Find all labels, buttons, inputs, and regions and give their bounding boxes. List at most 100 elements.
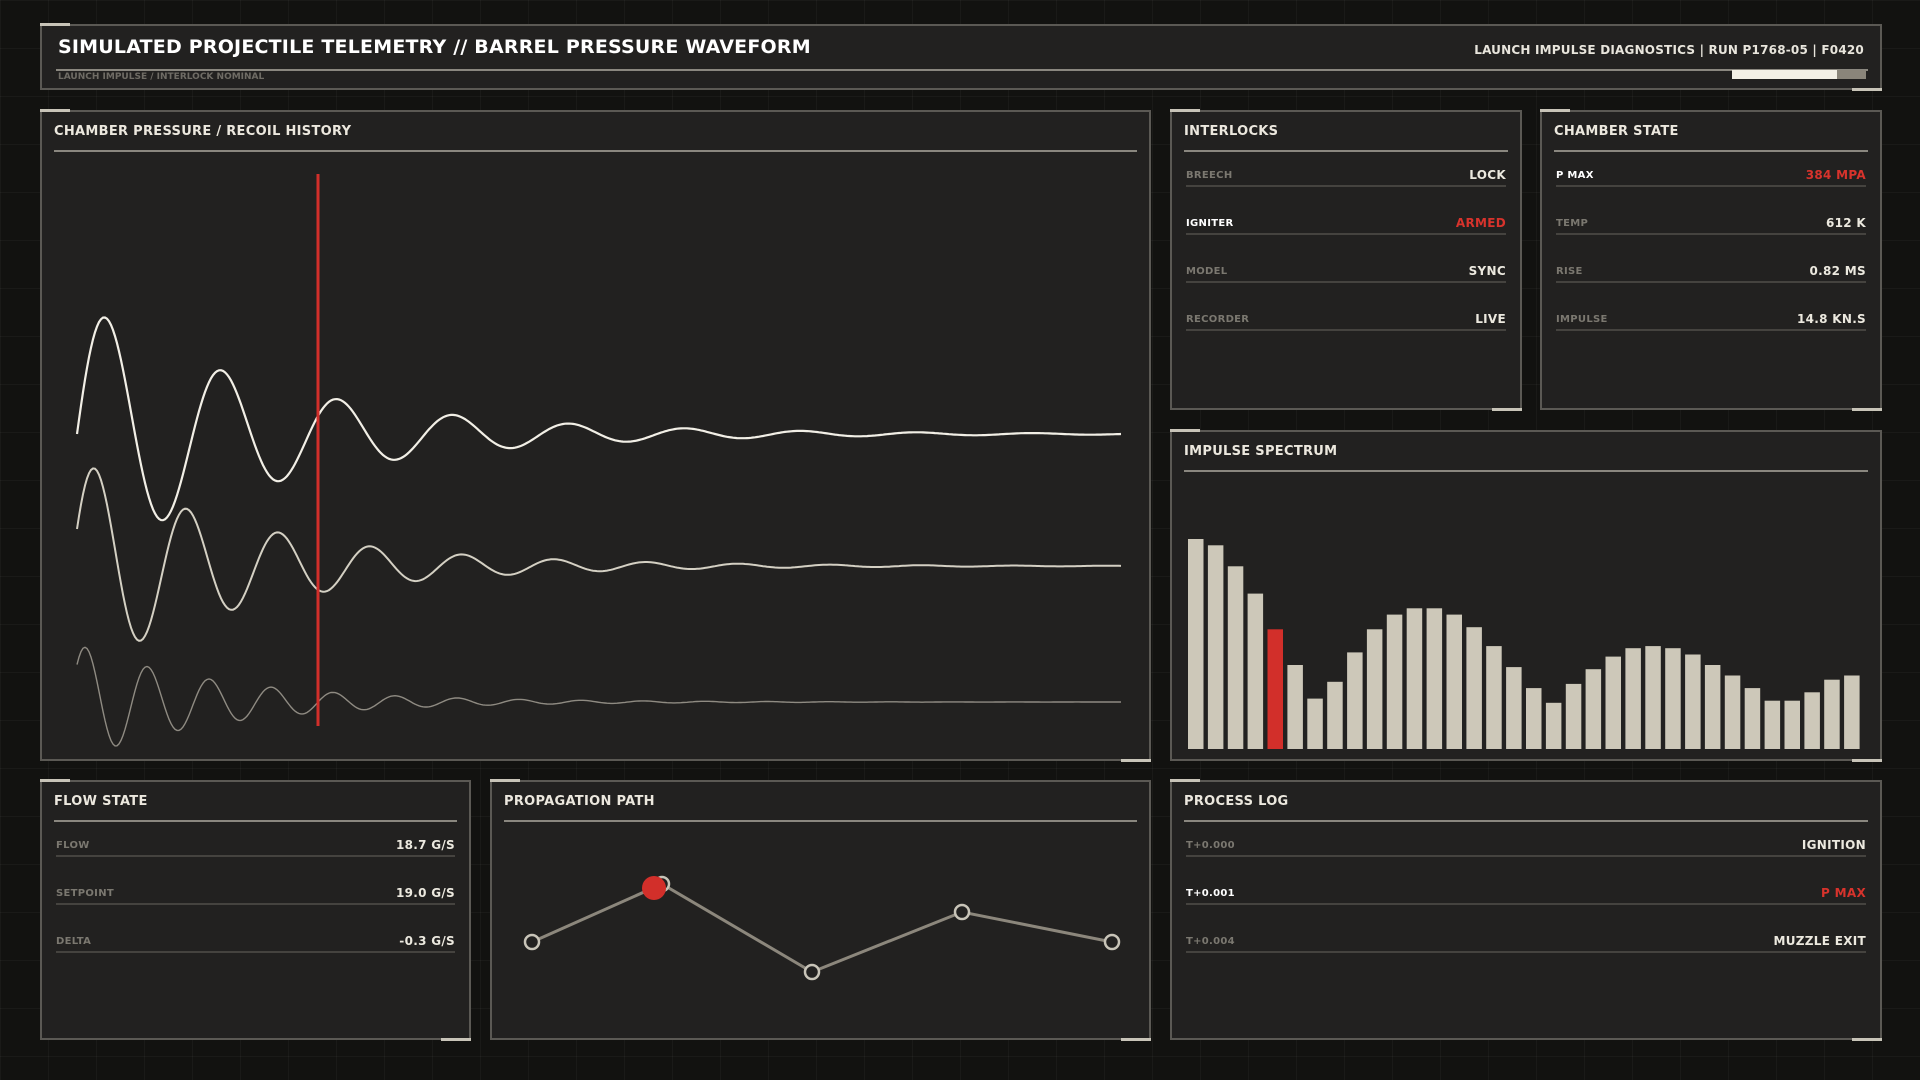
spectrum-bar bbox=[1665, 648, 1681, 749]
propagation-node-5[interactable] bbox=[1103, 933, 1121, 951]
impulse-spectrum-chart bbox=[1188, 539, 1860, 749]
interlock-row-model: MODEL SYNC bbox=[1186, 261, 1506, 283]
flow-label: FLOW bbox=[56, 839, 90, 851]
header-divider bbox=[56, 69, 1868, 71]
spectrum-bar bbox=[1227, 566, 1244, 749]
spectrum-bar bbox=[1724, 675, 1741, 749]
spectrum-bar bbox=[1486, 646, 1502, 749]
interlocks-panel: INTERLOCKS BREECH LOCK IGNITER ARMED MOD… bbox=[1170, 109, 1522, 411]
chamber-label: P MAX bbox=[1556, 169, 1594, 181]
header-progress-bar bbox=[1732, 70, 1866, 79]
propagation-path-title: PROPAGATION PATH bbox=[504, 794, 1137, 822]
header-frame-id: F0420 bbox=[1821, 43, 1864, 57]
chamber-row-rise: RISE 0.82 MS bbox=[1556, 261, 1866, 283]
process-log-panel: PROCESS LOG T+0.000 IGNITION T+0.001 P M… bbox=[1170, 779, 1882, 1041]
interlock-row-breech: BREECH LOCK bbox=[1186, 165, 1506, 187]
chamber-value: 14.8 KN.S bbox=[1796, 312, 1866, 326]
flow-value: 19.0 G/S bbox=[395, 886, 455, 900]
interlock-row-recorder: RECORDER LIVE bbox=[1186, 309, 1506, 331]
spectrum-bar bbox=[1287, 665, 1303, 749]
spectrum-bar bbox=[1506, 667, 1522, 749]
header-run-info: LAUNCH IMPULSE DIAGNOSTICS | RUN P1768-0… bbox=[1474, 43, 1864, 57]
interlock-label: RECORDER bbox=[1186, 313, 1250, 325]
chamber-label: IMPULSE bbox=[1556, 313, 1608, 325]
log-event: MUZZLE EXIT bbox=[1773, 934, 1866, 948]
propagation-node-1[interactable] bbox=[523, 933, 541, 951]
chamber-row-temp: TEMP 612 K bbox=[1556, 213, 1866, 235]
page-title: SIMULATED PROJECTILE TELEMETRY // BARREL… bbox=[58, 36, 811, 58]
chamber-state-panel: CHAMBER STATE P MAX 384 MPA TEMP 612 K R… bbox=[1540, 109, 1882, 411]
pressure-waveform-plot bbox=[75, 174, 1122, 747]
header-run-id: RUN P1768-05 bbox=[1708, 43, 1809, 57]
spectrum-bar bbox=[1545, 702, 1562, 749]
spectrum-bar bbox=[1764, 700, 1781, 749]
spectrum-bar bbox=[1366, 629, 1383, 749]
chamber-value: 612 K bbox=[1825, 216, 1866, 230]
log-time: T+0.001 bbox=[1186, 887, 1235, 899]
header-subtitle: LAUNCH IMPULSE / INTERLOCK NOMINAL bbox=[58, 72, 265, 82]
propagation-path-line bbox=[531, 882, 1113, 974]
propagation-node-4[interactable] bbox=[953, 903, 971, 921]
spectrum-bar bbox=[1267, 629, 1283, 749]
interlock-label: BREECH bbox=[1186, 169, 1233, 181]
spectrum-bar bbox=[1585, 669, 1602, 749]
pressure-trace-3 bbox=[76, 646, 1121, 747]
header-progress-fill bbox=[1732, 70, 1837, 79]
impulse-spectrum-panel: IMPULSE SPECTRUM bbox=[1170, 429, 1882, 762]
spectrum-bar bbox=[1188, 539, 1204, 749]
spectrum-bar bbox=[1327, 681, 1343, 749]
header-separator: | bbox=[1812, 43, 1822, 57]
chamber-label: TEMP bbox=[1556, 217, 1589, 229]
flow-label: DELTA bbox=[56, 935, 92, 947]
chamber-value: 0.82 MS bbox=[1809, 264, 1866, 278]
flow-label: SETPOINT bbox=[56, 887, 114, 899]
flow-state-panel: FLOW STATE FLOW 18.7 G/S SETPOINT 19.0 G… bbox=[40, 779, 471, 1041]
interlock-value: ARMED bbox=[1455, 216, 1506, 230]
spectrum-bar bbox=[1844, 675, 1860, 749]
log-time: T+0.004 bbox=[1186, 935, 1235, 947]
spectrum-bar bbox=[1526, 688, 1542, 749]
spectrum-bar bbox=[1347, 652, 1363, 749]
interlock-value: LIVE bbox=[1475, 312, 1506, 326]
log-row-ignition: T+0.000 IGNITION bbox=[1186, 835, 1866, 857]
interlock-label: IGNITER bbox=[1186, 217, 1234, 229]
log-time: T+0.000 bbox=[1186, 839, 1235, 851]
spectrum-bar bbox=[1784, 700, 1800, 749]
chamber-value: 384 MPA bbox=[1805, 168, 1866, 182]
log-event: IGNITION bbox=[1801, 838, 1866, 852]
header-diagnostics-label: LAUNCH IMPULSE DIAGNOSTICS bbox=[1474, 43, 1696, 57]
spectrum-bar bbox=[1645, 646, 1661, 749]
flow-row-setpoint: SETPOINT 19.0 G/S bbox=[56, 883, 455, 905]
propagation-path-graph bbox=[523, 875, 1121, 981]
impulse-spectrum-title: IMPULSE SPECTRUM bbox=[1184, 444, 1868, 472]
spectrum-bar bbox=[1207, 545, 1224, 749]
chamber-row-impulse: IMPULSE 14.8 KN.S bbox=[1556, 309, 1866, 331]
propagation-active-marker[interactable] bbox=[642, 876, 666, 900]
chamber-pressure-title: CHAMBER PRESSURE / RECOIL HISTORY bbox=[54, 124, 1137, 152]
spectrum-bar bbox=[1685, 654, 1701, 749]
flow-state-title: FLOW STATE bbox=[54, 794, 457, 822]
interlock-row-igniter: IGNITER ARMED bbox=[1186, 213, 1506, 235]
interlocks-title: INTERLOCKS bbox=[1184, 124, 1508, 152]
propagation-node-3[interactable] bbox=[803, 963, 821, 981]
flow-value: -0.3 G/S bbox=[399, 934, 455, 948]
process-log-title: PROCESS LOG bbox=[1184, 794, 1868, 822]
pressure-trace-1 bbox=[75, 316, 1122, 522]
spectrum-bar bbox=[1625, 648, 1641, 749]
header-bar: SIMULATED PROJECTILE TELEMETRY // BARREL… bbox=[40, 23, 1882, 91]
header-separator: | bbox=[1699, 43, 1709, 57]
pressure-trace-2 bbox=[76, 467, 1122, 642]
spectrum-bar bbox=[1406, 608, 1423, 749]
spectrum-bar bbox=[1804, 692, 1820, 749]
chamber-label: RISE bbox=[1556, 265, 1583, 277]
flow-row-flow: FLOW 18.7 G/S bbox=[56, 835, 455, 857]
log-row-pmax: T+0.001 P MAX bbox=[1186, 883, 1866, 905]
spectrum-bar bbox=[1744, 688, 1761, 749]
interlock-value: SYNC bbox=[1468, 264, 1506, 278]
chamber-state-title: CHAMBER STATE bbox=[1554, 124, 1868, 152]
spectrum-bar bbox=[1704, 665, 1721, 749]
spectrum-bar bbox=[1605, 656, 1621, 749]
propagation-path-panel: PROPAGATION PATH bbox=[490, 779, 1151, 1041]
spectrum-bar bbox=[1386, 614, 1403, 749]
log-row-muzzle-exit: T+0.004 MUZZLE EXIT bbox=[1186, 931, 1866, 953]
